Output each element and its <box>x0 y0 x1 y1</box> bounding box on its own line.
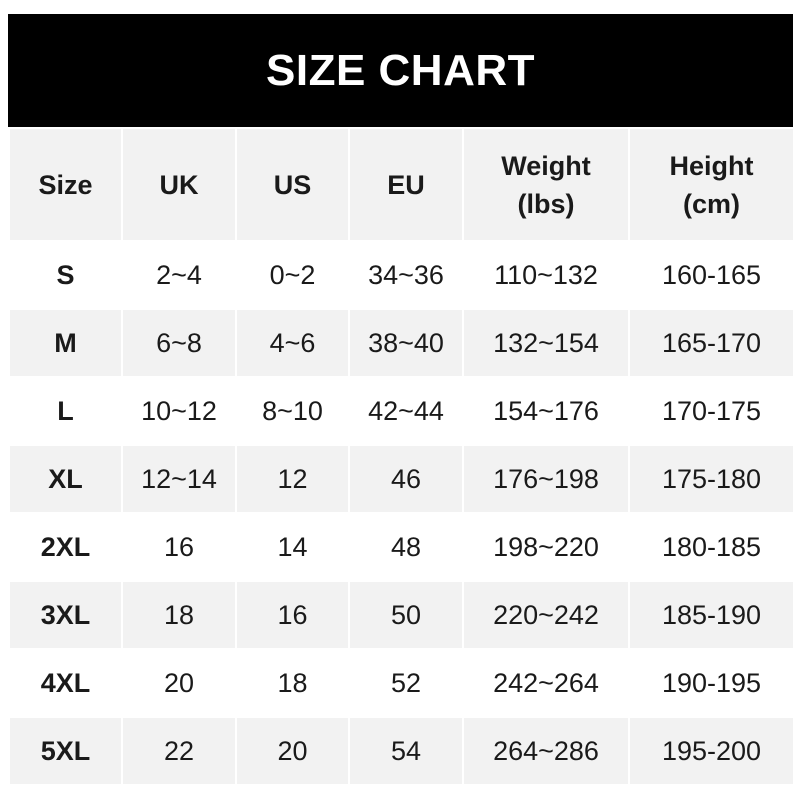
table-row: L 10~12 8~10 42~44 154~176 170-175 <box>8 376 795 446</box>
size-cell: 2XL <box>8 512 123 582</box>
table-cell: 264~286 <box>462 716 630 786</box>
table-cell: 20 <box>235 716 350 786</box>
table-row: S 2~4 0~2 34~36 110~132 160-165 <box>8 240 795 310</box>
column-header: Size <box>8 127 123 242</box>
table-cell: 16 <box>235 580 350 650</box>
table-cell: 46 <box>348 444 464 514</box>
column-header: EU <box>348 127 464 242</box>
table-cell: 195-200 <box>628 716 795 786</box>
table-cell: 165-170 <box>628 308 795 378</box>
table-cell: 18 <box>121 580 237 650</box>
table-cell: 185-190 <box>628 580 795 650</box>
column-header: US <box>235 127 350 242</box>
size-cell: 4XL <box>8 648 123 718</box>
table-cell: 20 <box>121 648 237 718</box>
table-cell: 38~40 <box>348 308 464 378</box>
table-row: 3XL 18 16 50 220~242 185-190 <box>8 580 795 650</box>
size-cell: S <box>8 240 123 310</box>
table-cell: 16 <box>121 512 237 582</box>
table-cell: 154~176 <box>462 376 630 446</box>
size-cell: 3XL <box>8 580 123 650</box>
table-cell: 12 <box>235 444 350 514</box>
table-cell: 50 <box>348 580 464 650</box>
table-cell: 18 <box>235 648 350 718</box>
table-cell: 176~198 <box>462 444 630 514</box>
table-cell: 12~14 <box>121 444 237 514</box>
column-header: Height (cm) <box>628 127 795 242</box>
chart-title: SIZE CHART <box>8 14 793 127</box>
header-row: Size UK US EU Weight (lbs) Height (cm) <box>8 127 795 242</box>
table-cell: 34~36 <box>348 240 464 310</box>
table-cell: 4~6 <box>235 308 350 378</box>
table-cell: 132~154 <box>462 308 630 378</box>
size-cell: L <box>8 376 123 446</box>
table-cell: 242~264 <box>462 648 630 718</box>
size-cell: M <box>8 308 123 378</box>
column-header: UK <box>121 127 237 242</box>
table-cell: 160-165 <box>628 240 795 310</box>
table-row: 4XL 20 18 52 242~264 190-195 <box>8 648 795 718</box>
column-header: Weight (lbs) <box>462 127 630 242</box>
table-cell: 6~8 <box>121 308 237 378</box>
table-row: 2XL 16 14 48 198~220 180-185 <box>8 512 795 582</box>
table-cell: 2~4 <box>121 240 237 310</box>
table-cell: 54 <box>348 716 464 786</box>
table-cell: 110~132 <box>462 240 630 310</box>
table-row: M 6~8 4~6 38~40 132~154 165-170 <box>8 308 795 378</box>
size-cell: 5XL <box>8 716 123 786</box>
table-cell: 198~220 <box>462 512 630 582</box>
table-cell: 48 <box>348 512 464 582</box>
table-row: XL 12~14 12 46 176~198 175-180 <box>8 444 795 514</box>
table-cell: 14 <box>235 512 350 582</box>
table-cell: 0~2 <box>235 240 350 310</box>
table-cell: 52 <box>348 648 464 718</box>
table-cell: 170-175 <box>628 376 795 446</box>
table-cell: 220~242 <box>462 580 630 650</box>
table-row: 5XL 22 20 54 264~286 195-200 <box>8 716 795 786</box>
table-cell: 8~10 <box>235 376 350 446</box>
table-cell: 190-195 <box>628 648 795 718</box>
size-table: Size UK US EU Weight (lbs) Height (cm) S 2~4 0~2 3… <box>8 127 795 786</box>
size-cell: XL <box>8 444 123 514</box>
table-cell: 175-180 <box>628 444 795 514</box>
table-cell: 10~12 <box>121 376 237 446</box>
size-chart: SIZE CHART Size UK US EU Weight (lbs) Height (c… <box>8 14 795 786</box>
table-cell: 42~44 <box>348 376 464 446</box>
table-cell: 180-185 <box>628 512 795 582</box>
table-cell: 22 <box>121 716 237 786</box>
